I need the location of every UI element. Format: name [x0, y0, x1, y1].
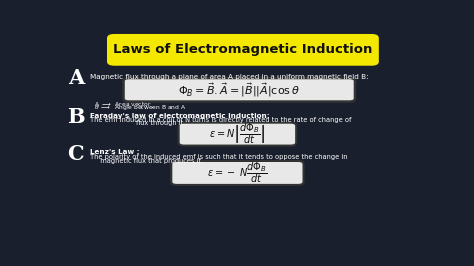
FancyBboxPatch shape [124, 78, 355, 102]
Text: The polarity of the induced emf is such that it tends to oppose the change in: The polarity of the induced emf is such … [91, 154, 348, 160]
FancyBboxPatch shape [179, 123, 296, 146]
Text: The emf induced in a coil of N turns is directly related to the rate of change o: The emf induced in a coil of N turns is … [91, 117, 352, 123]
Text: A $\longrightarrow$  Area vector: A $\longrightarrow$ Area vector [94, 99, 152, 108]
Text: Laws of Electromagnetic Induction: Laws of Electromagnetic Induction [113, 43, 373, 56]
Text: Magnetic flux through a plane of area A placed in a uniform magnetic field B:: Magnetic flux through a plane of area A … [91, 74, 369, 80]
Text: Lenz's Law :: Lenz's Law : [91, 149, 140, 155]
Text: B: B [67, 107, 84, 127]
Text: $\varepsilon = -\ N\dfrac{d\Phi_B}{dt}$: $\varepsilon = -\ N\dfrac{d\Phi_B}{dt}$ [207, 160, 268, 185]
FancyBboxPatch shape [171, 161, 303, 185]
FancyBboxPatch shape [53, 29, 433, 239]
Text: flux through it :: flux through it : [137, 120, 188, 126]
FancyBboxPatch shape [107, 34, 379, 66]
Text: $\Phi_B = \vec{B}.\vec{A} = |\vec{B}||\vec{A}|\cos\theta$: $\Phi_B = \vec{B}.\vec{A} = |\vec{B}||\v… [178, 81, 301, 99]
Text: Faraday's law of electromagnetic induction:: Faraday's law of electromagnetic inducti… [91, 113, 270, 119]
Text: magnetic flux that produces it.: magnetic flux that produces it. [96, 158, 203, 164]
Text: C: C [67, 144, 84, 164]
Text: A: A [68, 68, 84, 88]
Text: $\theta$ $\longrightarrow$  Angle between B and A: $\theta$ $\longrightarrow$ Angle between… [94, 103, 187, 112]
Text: $\varepsilon = N\left|\dfrac{d\Phi_B}{dt}\right|$: $\varepsilon = N\left|\dfrac{d\Phi_B}{dt… [209, 122, 266, 146]
